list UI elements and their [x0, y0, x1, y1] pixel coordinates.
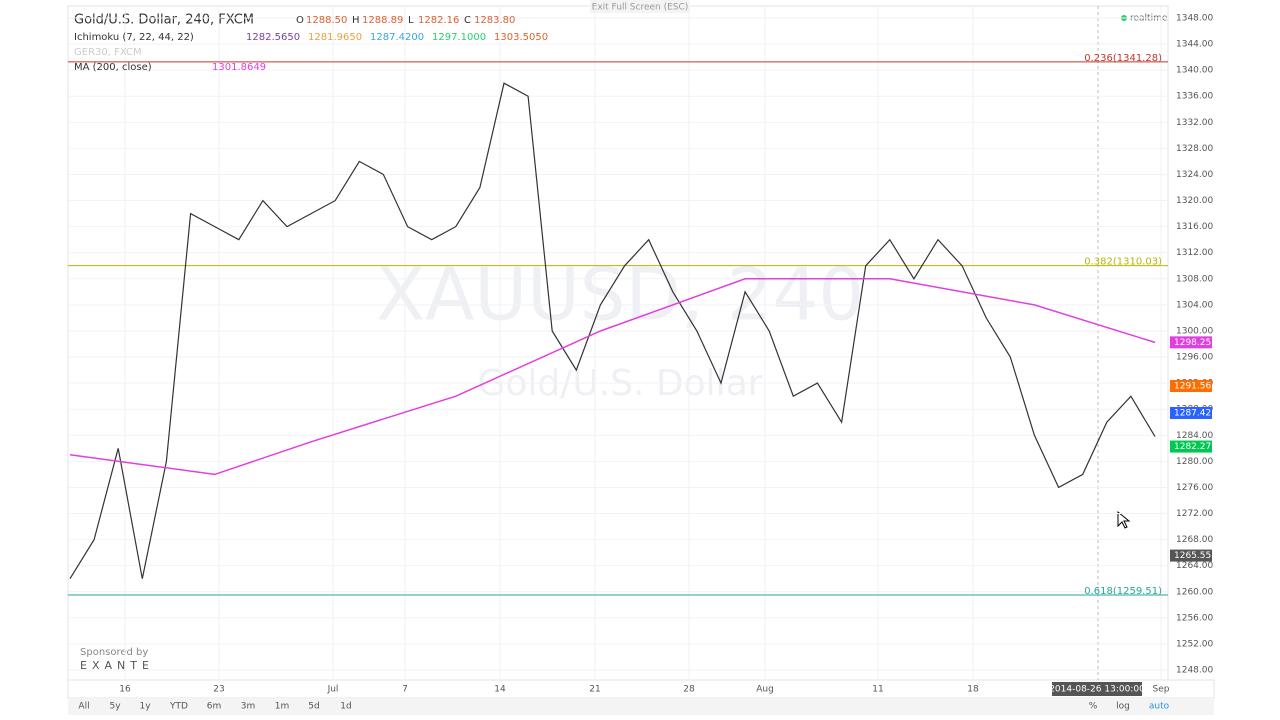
- ohlc-key: H: [352, 15, 360, 26]
- indicator-value: 1282.5650: [246, 32, 300, 43]
- range-button[interactable]: 1d: [340, 702, 351, 712]
- x-tick-label: Aug: [756, 685, 774, 695]
- watermark: XAUUSD, 240: [376, 253, 864, 337]
- ohlc-key: C: [464, 15, 471, 26]
- price-tag: [1170, 336, 1212, 349]
- range-button[interactable]: 1m: [275, 702, 290, 712]
- indicator-name[interactable]: MA (200, close): [74, 62, 152, 73]
- y-tick-label: 1300.00: [1176, 326, 1213, 336]
- ohlc-value: 1283.80: [474, 15, 515, 26]
- y-tick-label: 1280.00: [1176, 457, 1213, 467]
- fib-label: 0.382(1310.03): [1084, 257, 1162, 268]
- y-tick-label: 1304.00: [1176, 300, 1213, 310]
- y-tick-label: 1332.00: [1176, 118, 1213, 128]
- indicator-name[interactable]: GER30, FXCM: [74, 47, 142, 58]
- y-tick-label: 1344.00: [1176, 40, 1213, 50]
- range-button[interactable]: 6m: [207, 702, 222, 712]
- sponsor-name: EXANTE: [80, 659, 154, 672]
- symbol: Gold/U.S. Dollar, 240, FXCM: [74, 13, 254, 28]
- range-button[interactable]: All: [78, 702, 89, 712]
- ohlc-value: 1288.50: [306, 15, 347, 26]
- cursor: [1117, 510, 1131, 529]
- plot-area: [67, 5, 1169, 681]
- price-tag-label: 1298.25: [1174, 338, 1211, 348]
- price-tag-label: 1291.56: [1174, 381, 1211, 391]
- range-button[interactable]: YTD: [169, 702, 188, 712]
- y-tick-label: 1248.00: [1176, 666, 1213, 676]
- price-line: [69, 278, 1156, 476]
- crosshair-time-bg: [1052, 682, 1142, 696]
- toolbar: [68, 698, 1214, 715]
- ohlc-value: 1288.89: [362, 15, 403, 26]
- indicator-value: 1287.4200: [370, 32, 424, 43]
- y-tick-label: 1324.00: [1176, 170, 1213, 180]
- y-tick-label: 1308.00: [1176, 274, 1213, 284]
- y-tick-label: 1272.00: [1176, 509, 1213, 519]
- price-tag-label: 1282.27: [1174, 442, 1211, 452]
- y-tick-label: 1268.00: [1176, 535, 1213, 545]
- y-tick-label: 1320.00: [1176, 196, 1213, 206]
- y-tick-label: 1348.00: [1176, 14, 1213, 24]
- fib-label: 0.236(1341.28): [1084, 53, 1162, 64]
- price-tag: [1170, 549, 1212, 562]
- fib-label: 0.618(1259.51): [1084, 586, 1162, 597]
- crosshair-time: 2014-08-26 13:00:00: [1049, 685, 1145, 695]
- range-button[interactable]: 5y: [109, 702, 121, 712]
- y-tick-label: 1336.00: [1176, 92, 1213, 102]
- x-tick-label: 16: [119, 685, 131, 695]
- ohlc-key: L: [408, 15, 414, 26]
- y-tick-label: 1328.00: [1176, 144, 1213, 154]
- y-tick-label: 1276.00: [1176, 483, 1213, 493]
- option-button[interactable]: %: [1089, 702, 1098, 712]
- ohlc-value: 1282.16: [418, 15, 459, 26]
- time-axis: [67, 679, 1215, 699]
- x-tick-label: 28: [683, 685, 695, 695]
- y-tick-label: 1260.00: [1176, 587, 1213, 597]
- indicator-value: 1303.5050: [494, 32, 548, 43]
- x-tick-label: 23: [213, 685, 224, 695]
- indicator-value: 1297.1000: [432, 32, 486, 43]
- y-tick-label: 1340.00: [1176, 66, 1213, 76]
- sponsor-by: Sponsored by: [80, 647, 148, 658]
- price-tag: [1170, 440, 1212, 453]
- price-line: [69, 82, 1156, 580]
- price-tag-label: 1265.55: [1174, 551, 1211, 561]
- price-tag-label: 1287.42: [1174, 408, 1211, 418]
- indicator-value: 1301.8649: [212, 62, 266, 73]
- indicator-value: 1281.9650: [308, 32, 362, 43]
- range-button[interactable]: 3m: [241, 702, 256, 712]
- y-tick-label: 1264.00: [1176, 561, 1213, 571]
- y-tick-label: 1312.00: [1176, 248, 1213, 258]
- y-tick-label: 1284.00: [1176, 431, 1213, 441]
- x-tick-label: 14: [494, 685, 506, 695]
- x-tick-label: 18: [967, 685, 979, 695]
- y-tick-label: 1296.00: [1176, 353, 1213, 363]
- y-tick-label: 1316.00: [1176, 222, 1213, 232]
- x-tick-label: 11: [872, 685, 883, 695]
- range-button[interactable]: 1y: [139, 702, 151, 712]
- option-button[interactable]: log: [1116, 702, 1130, 712]
- price-tag: [1170, 379, 1212, 392]
- exit-button[interactable]: [590, 0, 690, 13]
- x-tick-label: Jul: [327, 685, 339, 695]
- y-tick-label: 1256.00: [1176, 613, 1213, 623]
- indicator-name[interactable]: Ichimoku (7, 22, 44, 22): [74, 32, 194, 43]
- x-tick-label: 7: [402, 685, 408, 695]
- ohlc-key: O: [296, 15, 304, 26]
- price-tag: [1170, 406, 1212, 419]
- range-button[interactable]: 5d: [308, 702, 319, 712]
- option-button[interactable]: auto: [1149, 702, 1170, 712]
- y-tick-label: 1252.00: [1176, 639, 1213, 649]
- x-tick-label: 21: [589, 685, 600, 695]
- exit-label[interactable]: Exit Full Screen (ESC): [592, 3, 689, 13]
- x-tick-label: Sep: [1153, 685, 1170, 695]
